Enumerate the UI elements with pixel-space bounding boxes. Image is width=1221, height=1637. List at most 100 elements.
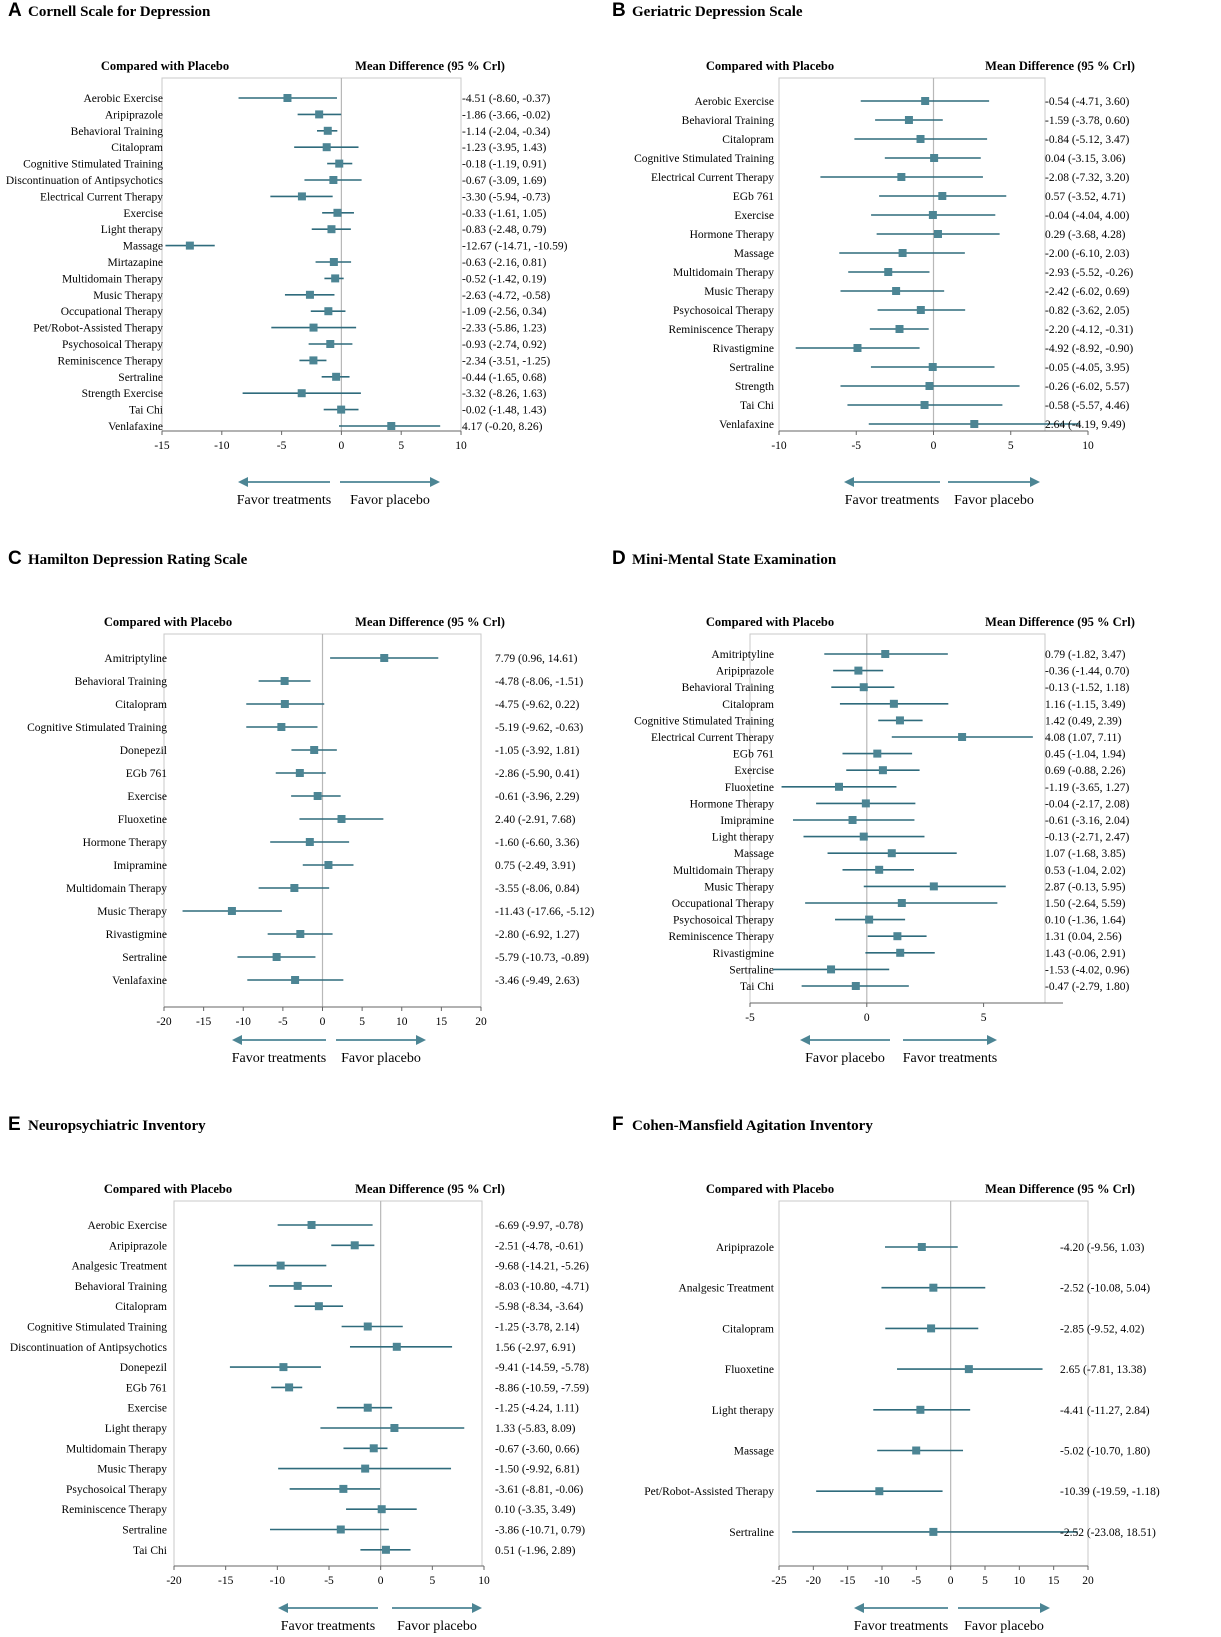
- treatment-label: Massage: [734, 1446, 774, 1458]
- point-estimate-marker: [875, 1487, 884, 1496]
- point-estimate-marker: [227, 907, 236, 915]
- mean-difference-value: -5.02 (-10.70, 1.80): [1060, 1446, 1150, 1458]
- treatment-label: Aerobic Exercise: [87, 1220, 167, 1232]
- forest-row: Light therapy -4.41 (-11.27, 2.84): [712, 1405, 1150, 1417]
- forest-row: Aripiprazole -2.51 (-4.78, -0.61): [109, 1240, 583, 1252]
- favor-left-label: Favor treatments: [854, 1619, 948, 1634]
- mean-difference-value: 1.56 (-2.97, 6.91): [495, 1342, 576, 1354]
- point-estimate-marker: [381, 1545, 390, 1554]
- point-estimate-marker: [377, 1505, 386, 1514]
- point-estimate-marker: [324, 861, 333, 869]
- mean-difference-value: -0.61 (-3.16, 2.04): [1045, 815, 1129, 827]
- point-estimate-marker: [861, 799, 870, 808]
- x-tick-label: 20: [475, 1016, 487, 1028]
- mean-difference-value: -0.13 (-2.71, 2.47): [1045, 832, 1129, 844]
- treatment-label: Tai Chi: [129, 405, 163, 417]
- forest-row: Tai Chi 0.51 (-1.96, 2.89): [133, 1545, 576, 1557]
- forest-panel-b: B Geriatric Depression Scale Compared with…: [612, 0, 1135, 508]
- favor-left-arrowhead: [232, 1035, 242, 1045]
- point-estimate-marker: [185, 241, 194, 250]
- treatment-label: Behavioral Training: [682, 682, 775, 694]
- treatment-label: Music Therapy: [704, 881, 774, 893]
- mean-difference-value: -10.39 (-19.59, -1.18): [1060, 1486, 1160, 1498]
- forest-row: Psychosoical Therapy -0.93 (-2.74, 0.92): [62, 339, 547, 351]
- point-estimate-marker: [827, 965, 836, 974]
- point-estimate-marker: [309, 323, 318, 332]
- forest-row: Electrical Current Therapy 4.08 (1.07, 7.…: [651, 732, 1121, 744]
- treatment-label: Behavioral Training: [75, 676, 168, 688]
- plot-frame: [161, 77, 462, 432]
- forest-row: Hormone Therapy -1.60 (-6.60, 3.36): [83, 837, 580, 849]
- favor-left-arrowhead: [278, 1603, 288, 1613]
- mean-difference-value: -2.34 (-3.51, -1.25): [462, 355, 550, 367]
- mean-difference-value: -3.46 (-9.49, 2.63): [495, 975, 579, 987]
- point-estimate-marker: [929, 1283, 938, 1292]
- point-estimate-marker: [881, 650, 890, 658]
- left-column-header: Compared with Placebo: [706, 615, 834, 629]
- x-tick-label: 5: [982, 1575, 988, 1587]
- treatment-label: Sertraline: [122, 952, 167, 964]
- mean-difference-value: 2.64 (-4.19, 9.49): [1045, 419, 1126, 431]
- forest-panel-d: D Mini-Mental State Examination Compared w…: [612, 548, 1135, 1066]
- treatment-label: Exercise: [123, 208, 163, 220]
- mean-difference-value: 7.79 (0.96, 14.61): [495, 653, 578, 665]
- treatment-label: Tai Chi: [133, 1545, 167, 1557]
- forest-row: Aripiprazole -4.20 (-9.56, 1.03): [716, 1242, 1145, 1254]
- right-column-header: Mean Difference (95 % Crl): [985, 615, 1135, 629]
- mean-difference-value: 4.17 (-0.20, 8.26): [462, 421, 543, 433]
- point-estimate-marker: [851, 982, 860, 990]
- x-tick-label: 10: [396, 1016, 408, 1028]
- forest-row: Cognitive Stimulated Training -1.25 (-3.7…: [27, 1322, 579, 1334]
- x-tick-label: 0: [378, 1575, 384, 1587]
- point-estimate-marker: [848, 816, 857, 824]
- forest-row: Electrical Current Therapy -3.30 (-5.94, …: [40, 191, 550, 203]
- forest-row: Massage 1.07 (-1.68, 3.85): [734, 848, 1126, 860]
- treatment-label: Exercise: [734, 210, 774, 222]
- treatment-label: Massage: [734, 248, 774, 260]
- treatment-label: Psychosoical Therapy: [62, 339, 163, 351]
- point-estimate-marker: [309, 356, 318, 365]
- favor-left-arrowhead: [800, 1035, 810, 1045]
- forest-row: Multidomain Therapy -0.52 (-1.42, 0.19): [62, 273, 547, 285]
- panel-letter: D: [612, 548, 626, 569]
- mean-difference-value: 0.75 (-2.49, 3.91): [495, 860, 576, 872]
- favor-right-label: Favor placebo: [954, 493, 1034, 508]
- mean-difference-value: -0.83 (-2.48, 0.79): [462, 224, 546, 236]
- treatment-label: Light therapy: [101, 224, 164, 236]
- treatment-label: Hormone Therapy: [690, 229, 775, 241]
- mean-difference-value: 1.50 (-2.64, 5.59): [1045, 898, 1126, 910]
- forest-row: Imipramine 0.75 (-2.49, 3.91): [113, 860, 575, 872]
- mean-difference-value: -1.25 (-3.78, 2.14): [495, 1322, 579, 1334]
- x-tick-label: -15: [154, 440, 170, 452]
- point-estimate-marker: [887, 849, 896, 858]
- mean-difference-value: -0.04 (-4.04, 4.00): [1045, 210, 1129, 222]
- favor-right-arrowhead: [987, 1035, 997, 1045]
- point-estimate-marker: [958, 733, 967, 741]
- plot-frame: [778, 1200, 1089, 1567]
- x-tick-label: -20: [156, 1016, 172, 1028]
- point-estimate-marker: [332, 372, 341, 381]
- point-estimate-marker: [277, 723, 286, 731]
- treatment-label: Reminiscence Therapy: [58, 355, 164, 367]
- x-tick-label: -20: [806, 1575, 822, 1587]
- treatment-label: Aripiprazole: [716, 666, 774, 678]
- treatment-label: Citalopram: [115, 1301, 167, 1313]
- treatment-label: Aerobic Exercise: [694, 96, 774, 108]
- forest-row: Music Therapy 2.87 (-0.13, 5.95): [704, 881, 1125, 893]
- forest-row: Light therapy 1.33 (-5.83, 8.09): [105, 1423, 576, 1435]
- point-estimate-marker: [390, 1424, 399, 1432]
- forest-row: Music Therapy -11.43 (-17.66, -5.12): [97, 906, 594, 918]
- forest-row: Aerobic Exercise -4.51 (-8.60, -0.37): [83, 93, 550, 105]
- right-column-header: Mean Difference (95 % Crl): [985, 59, 1135, 73]
- treatment-label: Analgesic Treatment: [679, 1283, 775, 1295]
- favor-right-arrowhead: [416, 1035, 426, 1045]
- treatment-label: Citalopram: [115, 699, 167, 711]
- treatment-label: Cognitive Stimulated Training: [27, 1322, 167, 1334]
- plot-frame: [778, 77, 1046, 432]
- right-column-header: Mean Difference (95 % Crl): [355, 59, 505, 73]
- favor-right-arrowhead: [430, 477, 440, 487]
- mean-difference-value: -0.93 (-2.74, 0.92): [462, 339, 546, 351]
- treatment-label: Cognitive Stimulated Training: [23, 159, 163, 171]
- point-estimate-marker: [878, 766, 887, 775]
- x-tick-label: 10: [478, 1575, 490, 1587]
